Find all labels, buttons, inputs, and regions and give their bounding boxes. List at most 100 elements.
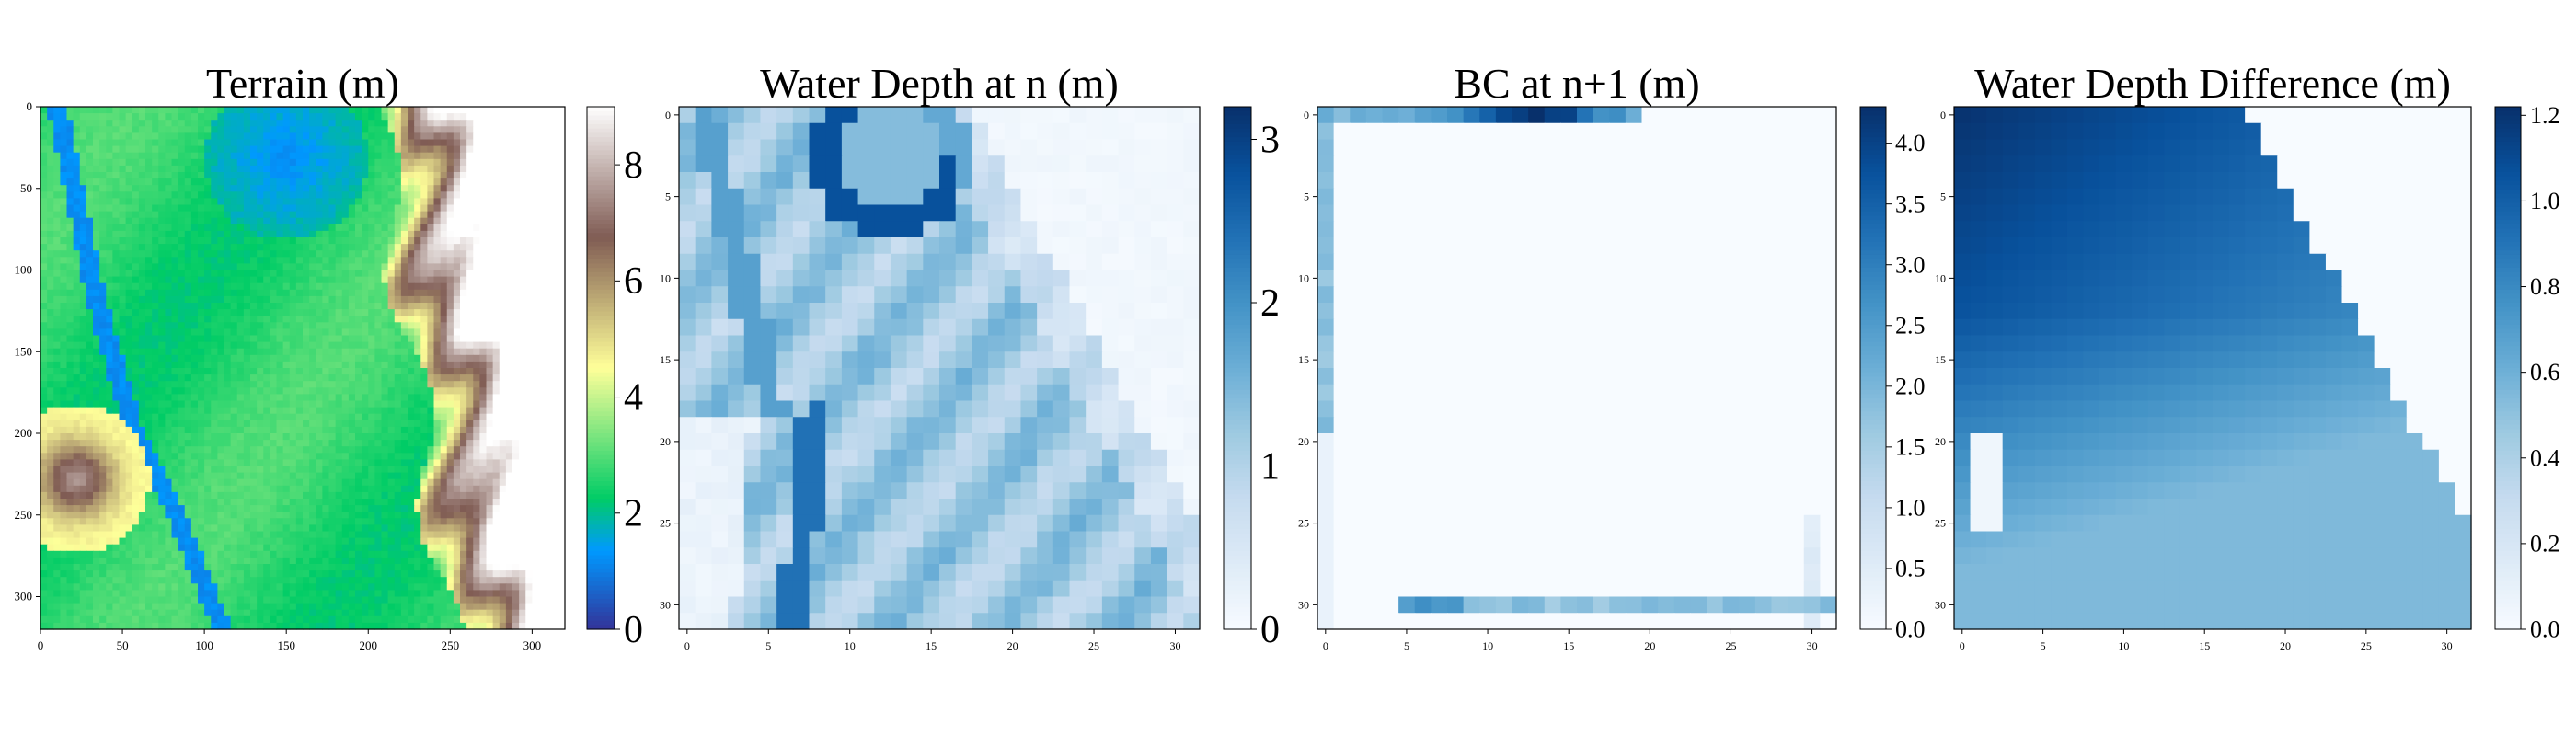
heatmap-cell	[276, 433, 284, 441]
heatmap-cell	[211, 178, 218, 186]
heatmap-cell	[112, 303, 121, 310]
heatmap-cell	[145, 348, 153, 356]
heatmap-cell	[492, 126, 500, 133]
heatmap-cell	[440, 244, 448, 251]
heatmap-cell	[374, 282, 383, 291]
heatmap-cell	[473, 257, 480, 264]
heatmap-cell	[499, 289, 507, 297]
heatmap-cell	[47, 113, 54, 121]
heatmap-cell	[263, 126, 270, 133]
heatmap-cell	[289, 309, 297, 316]
heatmap-cell	[236, 354, 245, 362]
heatmap-cell	[355, 413, 362, 421]
heatmap-cell	[250, 426, 258, 434]
heatmap-cell	[243, 132, 251, 141]
heatmap-cell	[119, 126, 127, 133]
heatmap-cell	[282, 113, 291, 121]
heatmap-cell	[362, 152, 369, 160]
heatmap-cell	[289, 466, 297, 474]
heatmap-cell	[545, 335, 553, 343]
heatmap-cell	[125, 132, 133, 141]
heatmap-cell	[106, 505, 113, 512]
heatmap-cell	[460, 322, 467, 329]
heatmap-cell	[257, 126, 264, 133]
heatmap-cell	[158, 263, 166, 271]
heatmap-cell	[309, 499, 316, 506]
heatmap-cell	[86, 407, 94, 415]
heatmap-cell	[99, 185, 107, 192]
heatmap-cell	[171, 433, 179, 441]
heatmap-cell	[473, 440, 480, 447]
heatmap-cell	[460, 224, 467, 232]
heatmap-cell	[355, 478, 362, 487]
heatmap-cell	[453, 139, 461, 147]
heatmap-cell	[53, 348, 61, 356]
heatmap-cell	[322, 368, 330, 375]
heatmap-cell	[486, 420, 494, 428]
heatmap-cell	[512, 237, 520, 245]
heatmap-cell	[525, 191, 533, 199]
heatmap-cell	[198, 224, 205, 232]
heatmap-cell	[230, 368, 238, 375]
heatmap-cell	[387, 139, 396, 147]
heatmap-cell	[276, 295, 284, 304]
heatmap-cell	[295, 413, 304, 421]
heatmap-cell	[132, 354, 140, 362]
heatmap-cell	[190, 244, 199, 251]
heatmap-cell	[282, 276, 291, 284]
heatmap-cell	[525, 230, 533, 238]
heatmap-cell	[394, 276, 402, 284]
heatmap-cell	[204, 453, 212, 460]
heatmap-cell	[270, 158, 278, 167]
heatmap-cell	[440, 158, 448, 167]
heatmap-cell	[204, 466, 212, 474]
heatmap-cell	[322, 139, 330, 147]
heatmap-cell	[190, 354, 199, 362]
heatmap-cell	[374, 420, 383, 428]
heatmap-cell	[145, 152, 153, 160]
heatmap-cell	[473, 244, 480, 251]
heatmap-cell	[341, 354, 350, 362]
heatmap-cell	[211, 224, 218, 232]
heatmap-cell	[316, 295, 323, 304]
heatmap-cell	[152, 263, 159, 271]
heatmap-cell	[66, 270, 75, 278]
heatmap-cell	[335, 472, 343, 480]
heatmap-cell	[171, 472, 179, 480]
heatmap-cell	[532, 413, 540, 421]
heatmap-cell	[217, 387, 225, 395]
heatmap-cell	[99, 250, 107, 258]
heatmap-cell	[355, 145, 362, 154]
heatmap-cell	[138, 472, 146, 480]
heatmap-cell	[250, 126, 258, 133]
heatmap-cell	[243, 413, 251, 421]
heatmap-cell	[551, 158, 559, 167]
heatmap-cell	[453, 381, 461, 388]
heatmap-cell	[263, 172, 270, 179]
heatmap-cell	[270, 381, 278, 388]
heatmap-cell	[263, 276, 270, 284]
heatmap-cell	[408, 185, 415, 192]
heatmap-cell	[545, 158, 553, 167]
heatmap-cell	[73, 499, 81, 506]
heatmap-cell	[433, 472, 442, 480]
heatmap-cell	[211, 322, 218, 329]
heatmap-cell	[486, 322, 494, 329]
heatmap-cell	[492, 230, 500, 238]
heatmap-cell	[295, 224, 304, 232]
heatmap-cell	[66, 341, 75, 350]
heatmap-cell	[414, 381, 421, 388]
heatmap-cell	[316, 335, 323, 343]
heatmap-cell	[190, 204, 199, 213]
heatmap-cell	[236, 426, 245, 434]
heatmap-cell	[132, 295, 140, 304]
heatmap-cell	[545, 230, 553, 238]
heatmap-cell	[125, 295, 133, 304]
heatmap-cell	[368, 499, 375, 506]
heatmap-cell	[190, 491, 199, 500]
heatmap-cell	[106, 250, 113, 258]
heatmap-cell	[211, 472, 218, 480]
heatmap-cell	[276, 139, 284, 147]
heatmap-cell	[211, 505, 218, 512]
heatmap-cell	[250, 361, 258, 369]
